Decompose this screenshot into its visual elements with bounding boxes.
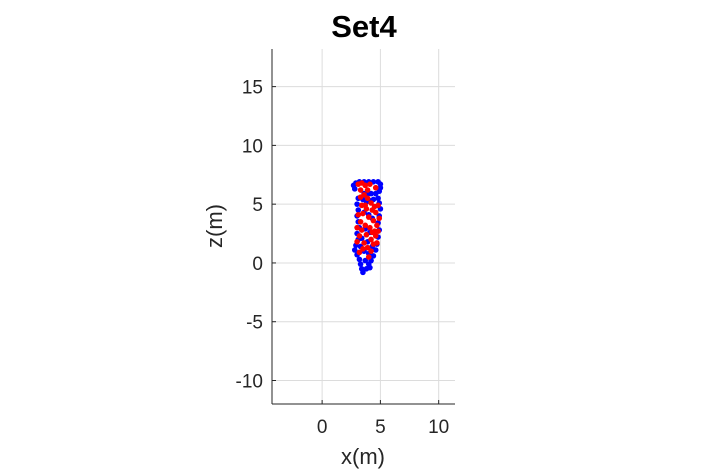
red-data-point xyxy=(363,231,370,238)
blue-data-point xyxy=(372,190,379,197)
blue-data-point xyxy=(354,201,360,207)
red-data-point xyxy=(360,210,366,217)
red-data-point xyxy=(362,202,369,209)
red-data-point xyxy=(375,202,381,209)
blue-data-point xyxy=(372,247,379,253)
blue-data-point xyxy=(351,247,358,253)
y-tick-label: 10 xyxy=(242,136,263,157)
y-tick-label: 5 xyxy=(252,195,263,216)
axes xyxy=(271,49,455,405)
red-data-point xyxy=(368,236,374,243)
red-data-point xyxy=(369,229,376,236)
red-data-point xyxy=(362,222,369,229)
red-data-point xyxy=(354,224,360,231)
red-data-point xyxy=(357,194,364,200)
blue-data-point xyxy=(375,195,381,202)
red-data-point xyxy=(367,224,373,231)
red-data-point xyxy=(368,248,374,254)
red-data-point xyxy=(372,184,379,191)
y-axis-label: z(m) xyxy=(202,204,227,248)
red-data-point xyxy=(356,249,363,256)
x-axis-label: x(m) xyxy=(341,444,385,469)
red-data-point xyxy=(376,215,383,222)
blue-data-point xyxy=(356,256,363,263)
y-tick-label: 15 xyxy=(242,78,263,99)
red-data-point xyxy=(358,227,365,233)
chart-title: Set4 xyxy=(331,9,397,44)
red-data-point xyxy=(369,207,376,213)
red-data-point xyxy=(354,238,360,245)
y-tick-label: -10 xyxy=(236,371,263,392)
red-data-point xyxy=(355,211,362,218)
x-tick-label: 0 xyxy=(317,417,328,438)
red-data-point xyxy=(367,181,373,187)
y-tick-label: -5 xyxy=(246,313,263,334)
red-data-point xyxy=(364,244,371,251)
y-tick-label: 0 xyxy=(252,254,263,275)
blue-data-point xyxy=(362,257,369,264)
red-data-point xyxy=(361,240,367,246)
blue-data-point xyxy=(367,264,373,271)
data-points xyxy=(350,179,384,276)
red-data-point xyxy=(372,233,379,239)
blue-data-point xyxy=(355,207,362,213)
red-data-point xyxy=(360,246,366,252)
red-data-point xyxy=(357,187,364,193)
grid xyxy=(272,49,455,404)
red-data-point xyxy=(364,195,371,202)
x-tick-label: 5 xyxy=(375,417,386,438)
blue-data-point xyxy=(360,269,366,276)
x-tick-label: 10 xyxy=(428,417,449,438)
blue-data-point xyxy=(357,261,364,267)
red-data-point xyxy=(362,182,369,189)
red-data-point xyxy=(374,222,380,229)
red-data-point xyxy=(357,218,364,225)
red-data-point xyxy=(368,200,374,206)
red-data-point xyxy=(364,187,371,193)
red-data-point xyxy=(374,240,380,246)
red-data-point xyxy=(375,228,381,235)
blue-data-point xyxy=(370,253,377,259)
red-data-point xyxy=(370,217,377,224)
tick-labels: 0 5 10 -10 -5 0 5 10 15 xyxy=(236,78,450,438)
red-data-point xyxy=(356,233,363,239)
red-data-point xyxy=(365,214,372,220)
red-data-point xyxy=(365,254,372,260)
